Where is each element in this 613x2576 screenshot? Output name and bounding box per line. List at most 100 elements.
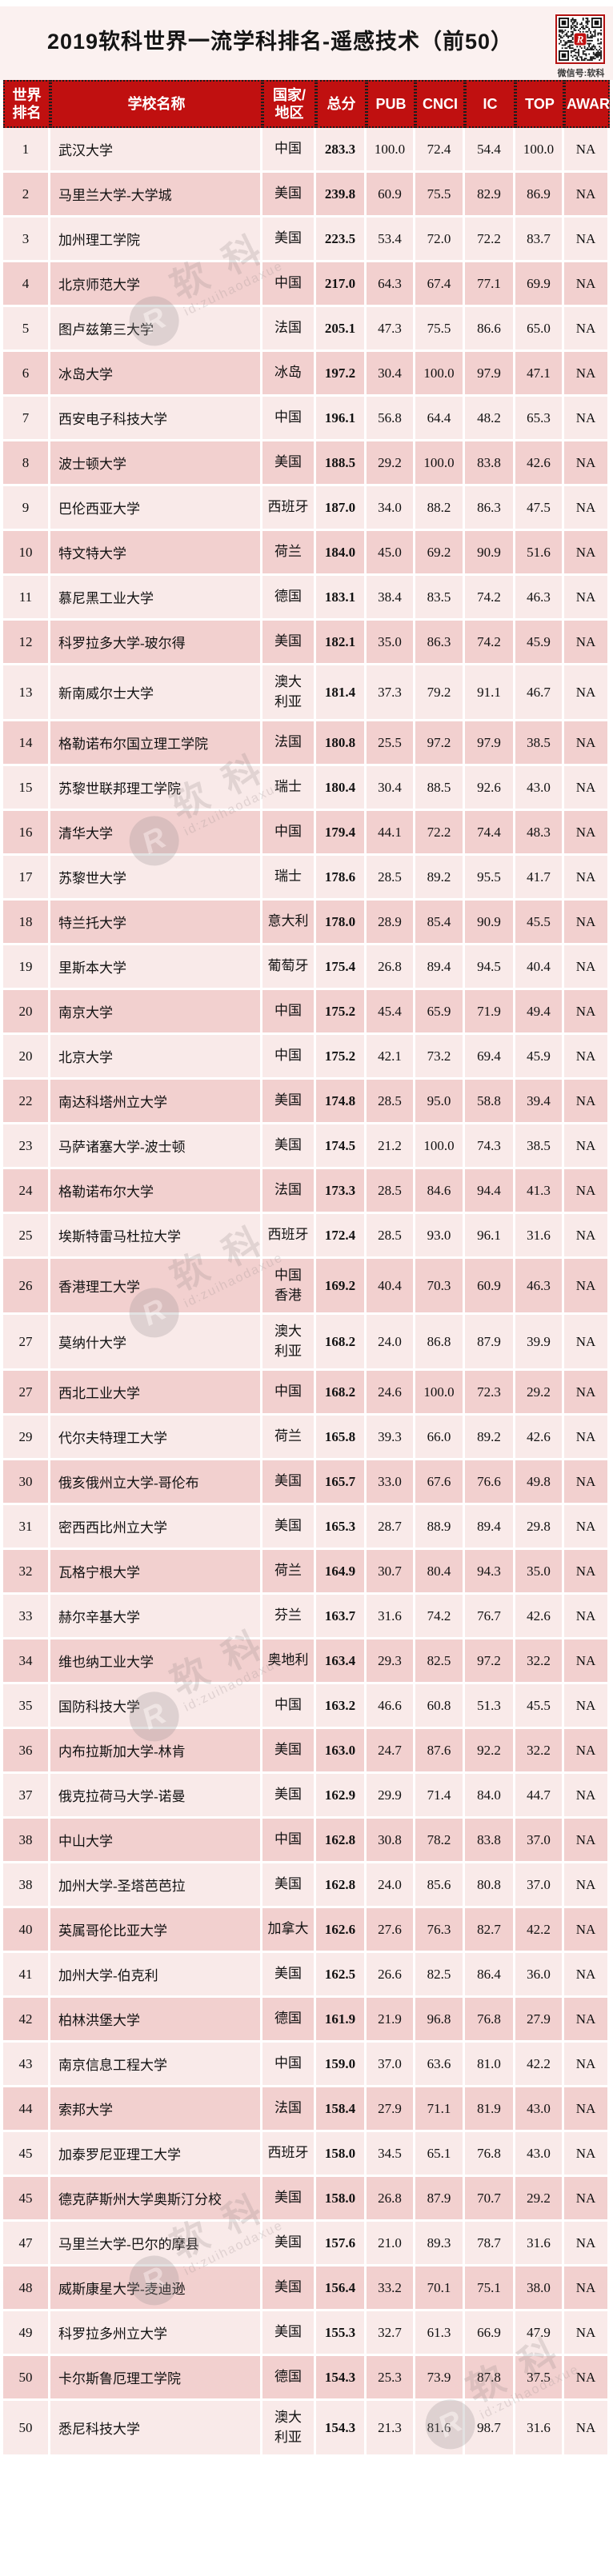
cell-top: 65.0 — [515, 307, 564, 352]
cell-ic: 98.7 — [465, 2401, 515, 2457]
cell-award: NA — [564, 262, 610, 307]
cell-name: 赫尔辛基大学 — [50, 1595, 262, 1639]
cell-ic: 97.9 — [465, 721, 515, 766]
cell-ic: 75.1 — [465, 2266, 515, 2311]
cell-name: 中山大学 — [50, 1819, 262, 1863]
cell-rank: 5 — [3, 307, 50, 352]
cell-total: 205.1 — [316, 307, 367, 352]
cell-rank: 43 — [3, 2043, 50, 2087]
cell-ic: 92.2 — [465, 1729, 515, 1774]
cell-top: 46.7 — [515, 665, 564, 721]
cell-country: 西班牙 — [262, 486, 316, 531]
cell-award: NA — [564, 486, 610, 531]
cell-ic: 48.2 — [465, 397, 515, 441]
cell-name: 卡尔斯鲁厄理工学院 — [50, 2356, 262, 2401]
cell-rank: 31 — [3, 1505, 50, 1550]
cell-country: 美国 — [262, 218, 316, 262]
cell-total: 196.1 — [316, 397, 367, 441]
table-row: 6 冰岛大学 冰岛 197.2 30.4 100.0 97.9 47.1 NA — [3, 352, 610, 397]
cell-name: 格勒诺布尔国立理工学院 — [50, 721, 262, 766]
cell-ic: 82.9 — [465, 173, 515, 218]
cell-award: NA — [564, 352, 610, 397]
cell-country: 中国 — [262, 397, 316, 441]
table-row: 3 加州理工学院 美国 223.5 53.4 72.0 72.2 83.7 NA — [3, 218, 610, 262]
cell-name: 苏黎世大学 — [50, 856, 262, 901]
cell-award: NA — [564, 1684, 610, 1729]
cell-rank: 50 — [3, 2356, 50, 2401]
cell-country: 中国 — [262, 811, 316, 856]
cell-top: 39.9 — [515, 1315, 564, 1371]
cell-award: NA — [564, 2266, 610, 2311]
cell-award: NA — [564, 1124, 610, 1169]
cell-name: 科罗拉多州立大学 — [50, 2311, 262, 2356]
cell-top: 45.5 — [515, 901, 564, 945]
cell-total: 158.0 — [316, 2177, 367, 2222]
cell-top: 49.8 — [515, 1460, 564, 1505]
cell-total: 157.6 — [316, 2222, 367, 2266]
cell-top: 37.0 — [515, 1863, 564, 1908]
cell-award: NA — [564, 441, 610, 486]
cell-ic: 86.6 — [465, 307, 515, 352]
cell-ic: 76.7 — [465, 1595, 515, 1639]
cell-name: 巴伦西亚大学 — [50, 486, 262, 531]
cell-ic: 54.4 — [465, 128, 515, 173]
cell-name: 北京师范大学 — [50, 262, 262, 307]
cell-top: 46.3 — [515, 1259, 564, 1315]
cell-name: 维也纳工业大学 — [50, 1639, 262, 1684]
cell-rank: 19 — [3, 945, 50, 990]
cell-award: NA — [564, 856, 610, 901]
cell-cnci: 67.4 — [415, 262, 465, 307]
cell-top: 47.5 — [515, 486, 564, 531]
cell-award: NA — [564, 721, 610, 766]
cell-top: 41.7 — [515, 856, 564, 901]
table-row: 48 威斯康星大学-麦迪逊 美国 156.4 33.2 70.1 75.1 38.0 NA — [3, 2266, 610, 2311]
cell-rank: 45 — [3, 2177, 50, 2222]
cell-pub: 29.2 — [367, 441, 415, 486]
cell-top: 45.9 — [515, 1035, 564, 1080]
cell-name: 莫纳什大学 — [50, 1315, 262, 1371]
cell-award: NA — [564, 1550, 610, 1595]
column-header-rank: 世界 排名 — [3, 80, 50, 128]
cell-cnci: 70.1 — [415, 2266, 465, 2311]
cell-rank: 37 — [3, 1774, 50, 1819]
cell-award: NA — [564, 945, 610, 990]
cell-cnci: 75.5 — [415, 173, 465, 218]
cell-rank: 36 — [3, 1729, 50, 1774]
cell-rank: 33 — [3, 1595, 50, 1639]
cell-total: 159.0 — [316, 2043, 367, 2087]
cell-ic: 78.7 — [465, 2222, 515, 2266]
cell-country: 美国 — [262, 173, 316, 218]
cell-top: 42.6 — [515, 1595, 564, 1639]
cell-country: 西班牙 — [262, 2132, 316, 2177]
cell-pub: 28.5 — [367, 1080, 415, 1124]
table-row: 24 格勒诺布尔大学 法国 173.3 28.5 84.6 94.4 41.3 NA — [3, 1169, 610, 1214]
cell-ic: 66.9 — [465, 2311, 515, 2356]
cell-country: 荷兰 — [262, 531, 316, 576]
cell-pub: 28.9 — [367, 901, 415, 945]
cell-name: 苏黎世联邦理工学院 — [50, 766, 262, 811]
cell-rank: 47 — [3, 2222, 50, 2266]
cell-top: 38.5 — [515, 1124, 564, 1169]
cell-ic: 89.2 — [465, 1416, 515, 1460]
cell-cnci: 65.9 — [415, 990, 465, 1035]
cell-top: 47.1 — [515, 352, 564, 397]
cell-top: 35.0 — [515, 1550, 564, 1595]
cell-pub: 38.4 — [367, 576, 415, 621]
cell-rank: 11 — [3, 576, 50, 621]
cell-name: 香港理工大学 — [50, 1259, 262, 1315]
cell-total: 162.8 — [316, 1863, 367, 1908]
cell-cnci: 71.1 — [415, 2087, 465, 2132]
cell-country: 美国 — [262, 1729, 316, 1774]
cell-ic: 70.7 — [465, 2177, 515, 2222]
cell-award: NA — [564, 1035, 610, 1080]
cell-country: 葡萄牙 — [262, 945, 316, 990]
cell-top: 37.5 — [515, 2356, 564, 2401]
cell-ic: 80.8 — [465, 1863, 515, 1908]
cell-total: 188.5 — [316, 441, 367, 486]
cell-award: NA — [564, 1595, 610, 1639]
cell-total: 187.0 — [316, 486, 367, 531]
cell-rank: 14 — [3, 721, 50, 766]
cell-ic: 74.3 — [465, 1124, 515, 1169]
cell-cnci: 83.5 — [415, 576, 465, 621]
cell-award: NA — [564, 2311, 610, 2356]
